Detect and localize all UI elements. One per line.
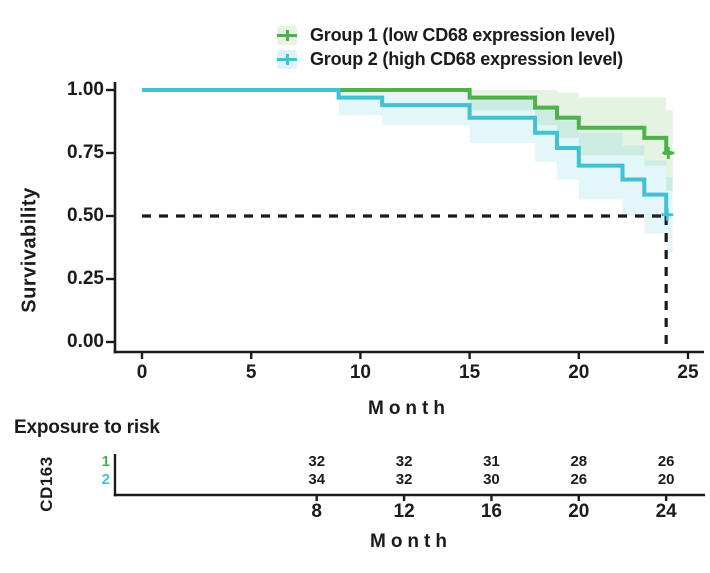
legend-key-group1-icon [277,25,297,45]
legend-label-group2: Group 2 (high CD68 expression level) [310,48,623,69]
risk-row-label-group2: 2 [101,471,110,488]
risk-x-tick-label: 8 [311,501,322,522]
survival-curve-group1 [142,88,672,155]
risk-count-group2-month16: 30 [483,471,500,488]
survival-curve-group2 [142,88,669,215]
x-tick-label: 25 [677,362,699,383]
x-tick-label: 5 [245,362,257,383]
risk-count-group2-month12: 32 [395,471,413,488]
x-axis-title: Month [368,398,450,419]
risk-x-tick-label: 24 [655,501,677,522]
y-tick-label: 0.00 [67,331,104,352]
legend-label-group1: Group 1 (low CD68 expression level) [310,24,616,45]
risk-x-tick-label: 20 [568,501,590,522]
x-tick-label: 10 [349,362,371,383]
risk-table-title: Exposure to risk [14,417,160,438]
y-tick-label: 0.75 [67,142,104,163]
y-tick-label: 0.25 [67,268,104,289]
risk-count-group1-month8: 32 [308,453,326,470]
y-tick-label: 0.50 [67,205,104,226]
legend-key-cross [285,53,289,65]
risk-count-group2-month8: 34 [308,471,326,488]
x-tick-label: 15 [459,362,481,383]
ci-band-group1 [469,90,673,191]
y-tick-label: 1.00 [67,79,104,100]
risk-count-group1-month16: 31 [483,453,500,470]
ci-band-group2 [338,90,673,253]
x-tick-label: 0 [136,362,148,383]
x-tick-label: 20 [568,362,590,383]
legend-item-group1: Group 1 (low CD68 expression level) [277,25,623,45]
risk-x-axis-title: Month [370,531,452,552]
legend-key-group2-icon [277,49,297,69]
risk-count-group1-month24: 26 [657,453,675,470]
legend-key-cross [285,29,289,41]
risk-x-tick-label: 16 [480,501,502,522]
risk-count-group2-month24: 20 [657,471,675,488]
risk-group-label: CD163 [37,456,56,512]
legend: Group 1 (low CD68 expression level) Grou… [277,25,623,69]
risk-row-label-group1: 1 [101,453,110,470]
risk-count-group2-month20: 26 [570,471,588,488]
risk-count-group1-month20: 28 [570,453,588,470]
risk-x-tick-label: 12 [393,501,415,522]
risk-count-group1-month12: 32 [395,453,413,470]
legend-item-group2: Group 2 (high CD68 expression level) [277,49,623,69]
